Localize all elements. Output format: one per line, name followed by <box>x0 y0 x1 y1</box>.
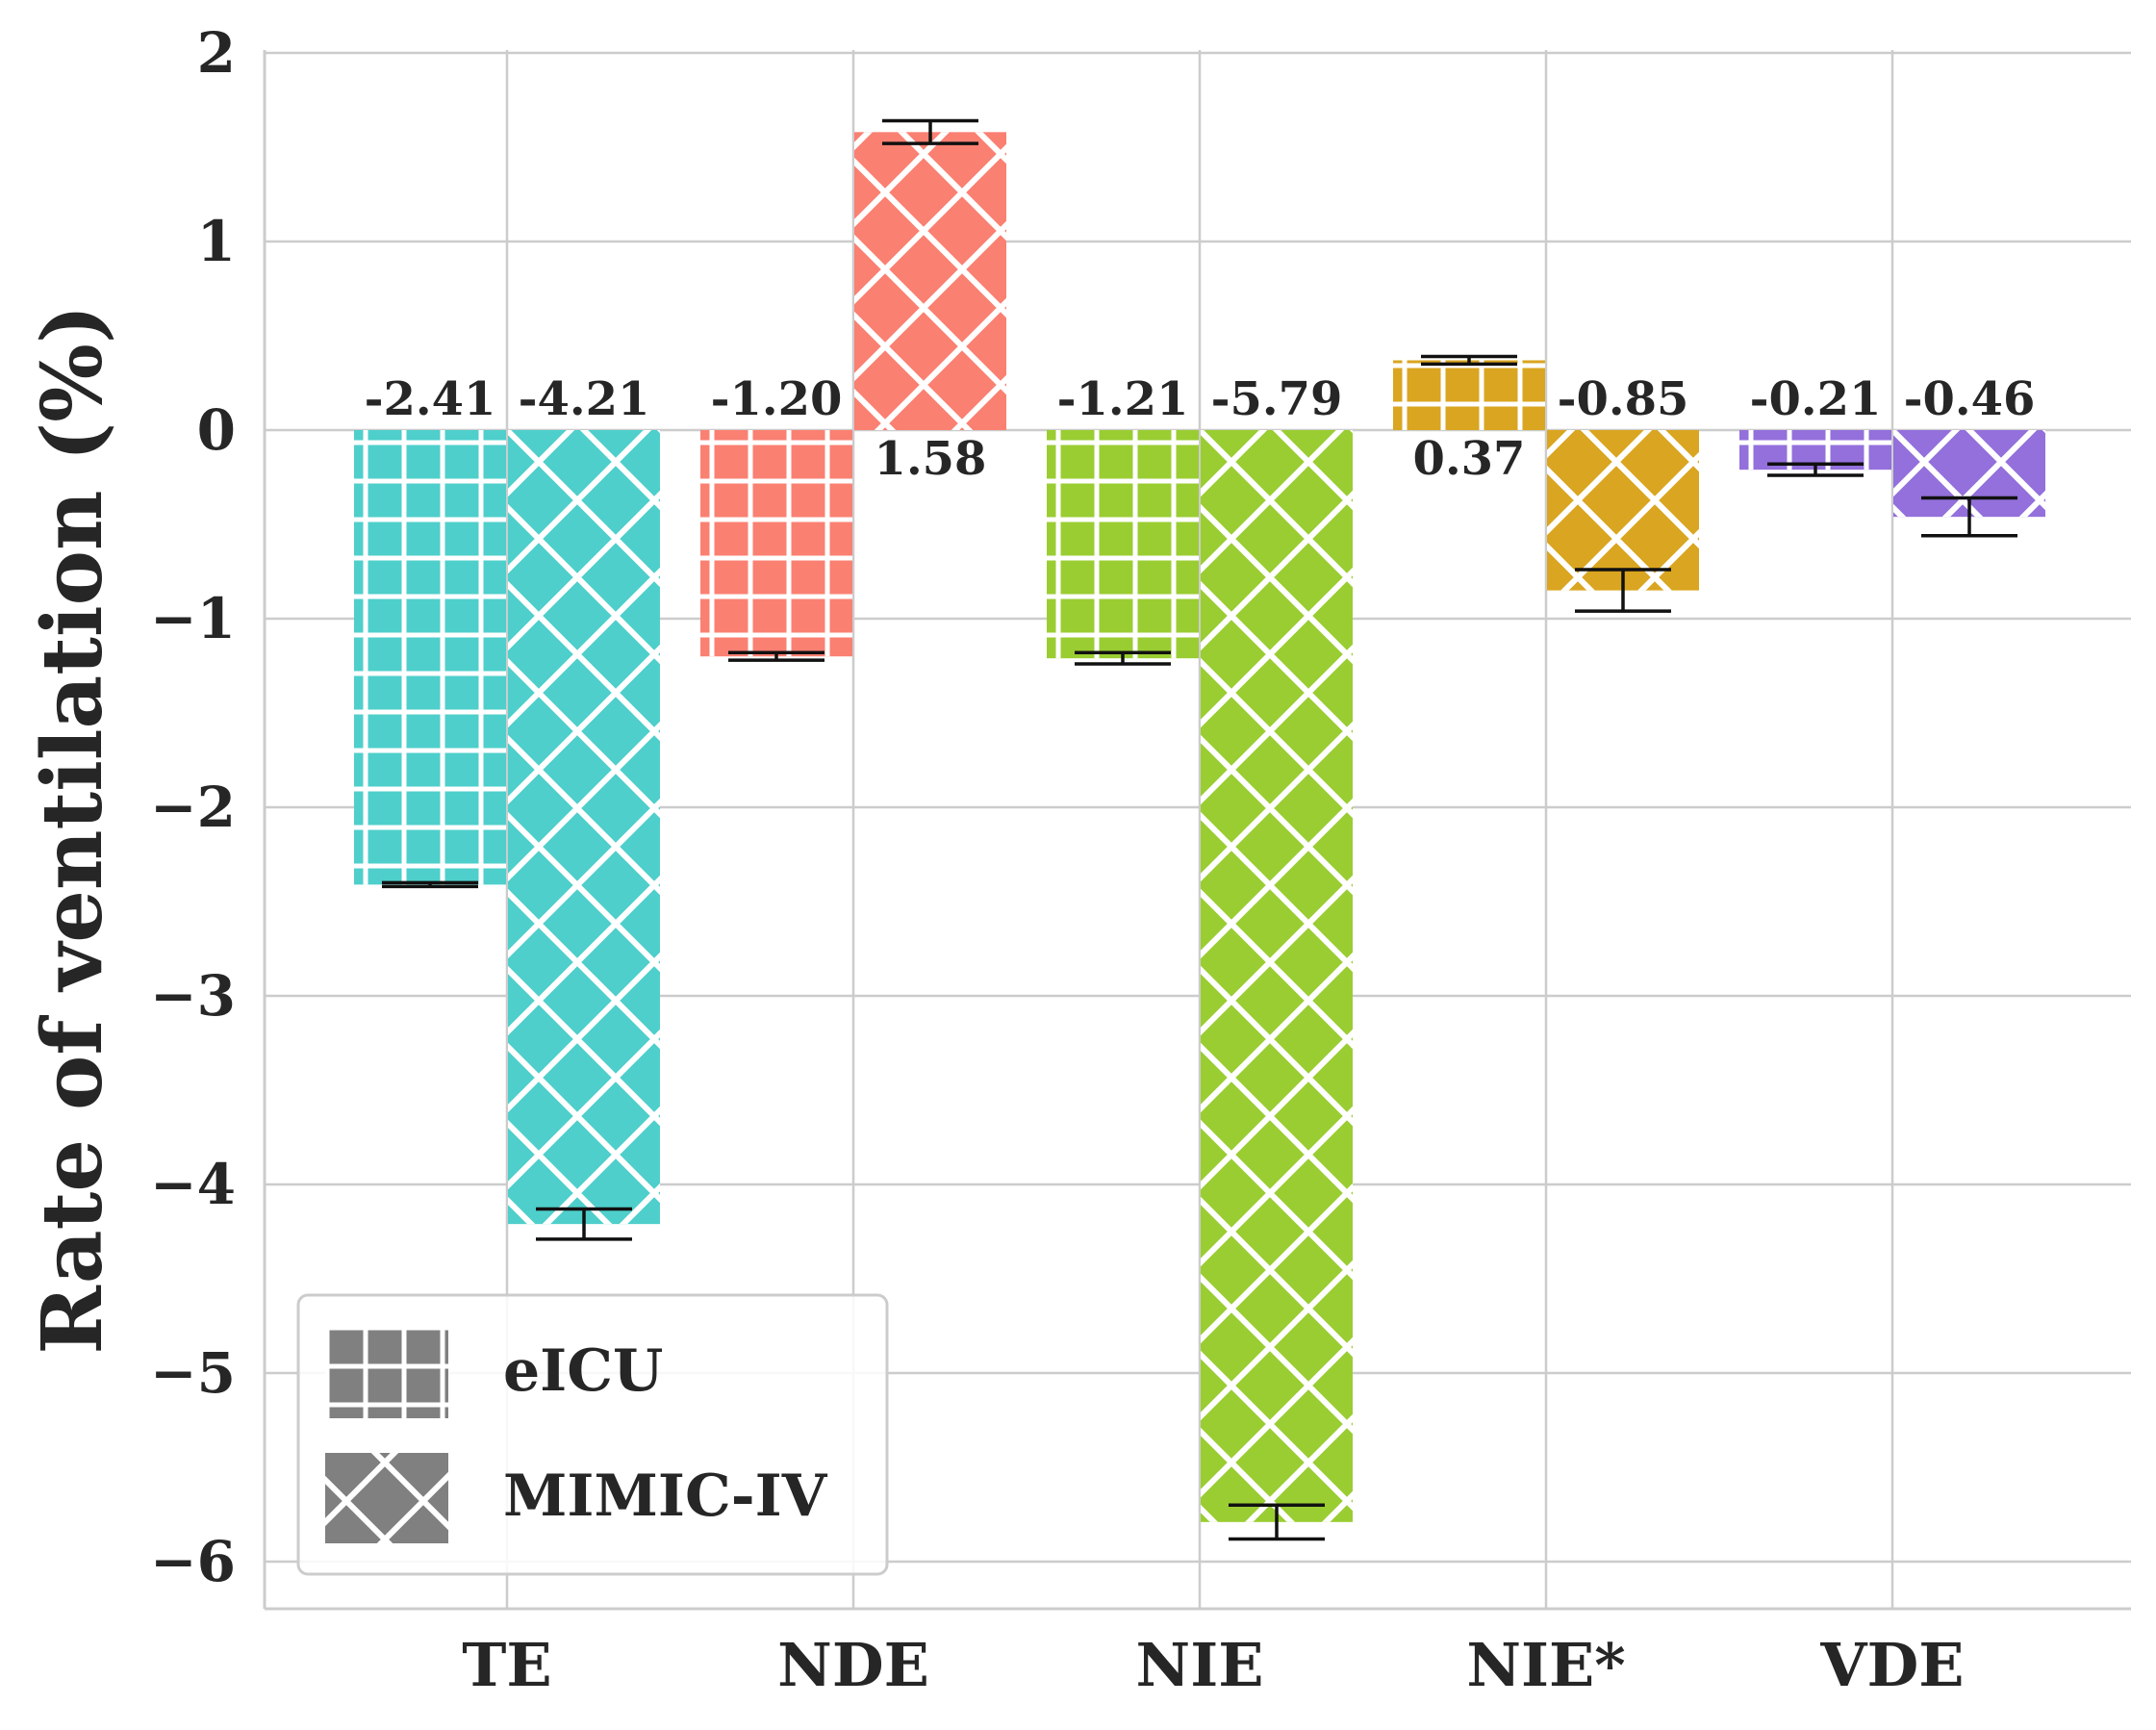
y-tick-label: 1 <box>197 209 236 274</box>
y-tick-label: −3 <box>150 963 236 1029</box>
x-tick-label: NIE* <box>1466 1630 1625 1700</box>
value-labels: -2.41 -1.20 -1.21 0.37 -0.21 -4.21 1.58 -5.79 -0… <box>365 372 2036 486</box>
data-label: -2.41 <box>365 372 496 426</box>
legend-swatch-hatch <box>325 1328 448 1418</box>
y-tick-label: 2 <box>197 20 236 86</box>
bar-hatch <box>508 430 660 1225</box>
legend-label: eICU <box>503 1337 663 1405</box>
legend: eICU MIMIC-IV <box>296 1293 889 1576</box>
x-tick-label: NDE <box>777 1630 929 1700</box>
x-tick-label: TE <box>462 1630 551 1700</box>
data-label: -0.85 <box>1558 372 1689 426</box>
data-label: -1.21 <box>1057 372 1189 426</box>
y-tick-label: −4 <box>150 1152 236 1217</box>
bar-hatch <box>1547 430 1699 591</box>
y-tick-label: 0 <box>197 397 236 463</box>
x-tick-label: NIE <box>1136 1630 1264 1700</box>
legend-swatch-hatch <box>325 1453 448 1543</box>
y-tick-label: −5 <box>150 1340 236 1406</box>
data-label: -4.21 <box>519 372 650 426</box>
y-tick-label: −6 <box>150 1529 236 1594</box>
data-label: 0.37 <box>1413 432 1526 486</box>
x-tick-label: VDE <box>1819 1630 1964 1700</box>
bar-hatch <box>354 430 506 885</box>
data-label: -0.21 <box>1750 372 1882 426</box>
y-tick-label: −1 <box>150 586 236 651</box>
y-axis-label: Rate of ventilation (%) <box>24 304 121 1354</box>
bars-layer <box>354 118 2045 1541</box>
data-label: -1.20 <box>711 372 843 426</box>
y-tick-label: −2 <box>150 775 236 840</box>
bar-hatch <box>700 430 852 657</box>
bar-hatch <box>1393 360 1545 430</box>
data-label: -5.79 <box>1211 372 1343 426</box>
data-label: 1.58 <box>875 432 987 486</box>
data-label: -0.46 <box>1904 372 2036 426</box>
axes-layer: 2 1 0 −1 −2 −3 −4 −5 −6 TE NDE NIE NIE* VDE <box>150 20 2131 1700</box>
bar-hatch <box>1201 430 1353 1522</box>
bar-hatch <box>1047 430 1199 659</box>
bar-hatch <box>854 132 1006 430</box>
legend-label: MIMIC-IV <box>503 1463 828 1530</box>
